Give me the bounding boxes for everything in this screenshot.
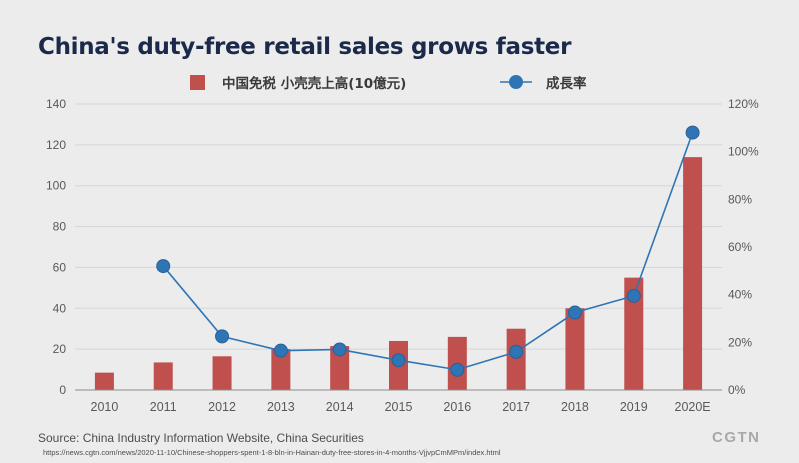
bar <box>565 308 585 390</box>
line-series <box>156 125 700 377</box>
bar-series <box>94 157 703 390</box>
line-point <box>215 329 230 344</box>
bar <box>330 346 350 390</box>
y-right-tick-label: 100% <box>728 145 759 159</box>
line-point <box>509 344 524 359</box>
cgtn-logo: CGTN <box>712 429 761 446</box>
line-point <box>273 343 288 358</box>
x-tick-label: 2020E <box>675 400 711 414</box>
x-tick-label: 2015 <box>385 400 413 414</box>
line-point <box>450 362 465 377</box>
y-left-tick-label: 120 <box>46 138 66 152</box>
y-left-tick-label: 20 <box>53 342 67 356</box>
legend-line-marker <box>509 75 523 89</box>
bar <box>506 328 526 390</box>
y-left-tick-label: 0 <box>59 383 66 397</box>
y-left-tick-label: 140 <box>46 97 66 111</box>
y-right-tick-label: 40% <box>728 288 752 302</box>
x-tick-label: 2010 <box>91 400 119 414</box>
bar <box>153 362 173 390</box>
x-tick-label: 2012 <box>208 400 236 414</box>
y-right-tick-label: 80% <box>728 192 752 206</box>
x-tick-label: 2011 <box>150 400 177 414</box>
line-point <box>332 342 347 357</box>
bar <box>624 277 644 390</box>
legend: 中国免税 小壳壳上高(10億元) 成長率 <box>190 75 587 92</box>
y-right-tick-label: 0% <box>728 383 746 397</box>
x-tick-label: 2019 <box>620 400 648 414</box>
y-right-tick-label: 120% <box>728 97 759 111</box>
line-point <box>567 305 582 320</box>
source-note: Source: China Industry Information Websi… <box>38 431 364 445</box>
line-point <box>685 125 700 140</box>
growth-line <box>162 132 694 371</box>
chart-title: China's duty-free retail sales grows fas… <box>38 34 572 60</box>
y-right-tick-label: 60% <box>728 240 752 254</box>
axes: 0 20 40 60 80 100 120 140 0% 20% 40% 60% 80% 100% 120%… <box>46 97 759 414</box>
bar <box>683 157 703 390</box>
y-left-tick-label: 60 <box>53 260 67 274</box>
x-tick-label: 2014 <box>326 400 354 414</box>
x-tick-label: 2013 <box>267 400 295 414</box>
legend-bar-swatch <box>190 75 205 90</box>
y-right-tick-label: 20% <box>728 335 752 349</box>
line-point <box>626 288 641 303</box>
legend-bar-label: 中国免税 小壳壳上高(10億元) <box>222 75 406 92</box>
line-point <box>156 259 171 274</box>
bar <box>212 356 232 390</box>
x-tick-label: 2017 <box>502 400 530 414</box>
y-left-tick-label: 40 <box>53 301 67 315</box>
bar <box>271 349 291 390</box>
source-url: https://news.cgtn.com/news/2020-11-10/Ch… <box>43 448 501 457</box>
y-left-tick-label: 100 <box>46 179 66 193</box>
x-tick-label: 2016 <box>443 400 471 414</box>
line-point <box>391 353 406 368</box>
x-tick-label: 2018 <box>561 400 589 414</box>
bar <box>94 372 114 390</box>
y-left-tick-label: 80 <box>53 220 67 234</box>
legend-line-label: 成長率 <box>546 75 587 92</box>
